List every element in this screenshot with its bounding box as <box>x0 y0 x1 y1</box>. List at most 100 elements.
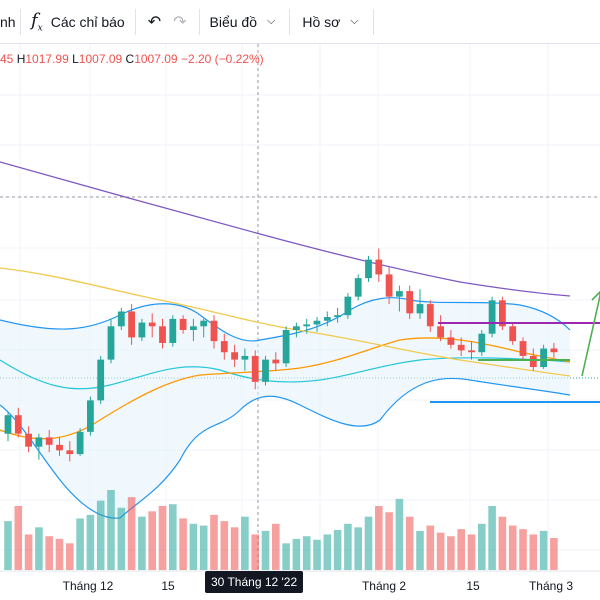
toolbar-separator <box>134 8 136 35</box>
price-chart[interactable]: Tháng 12 15 Tháng 2 15 Tháng 3 <box>0 44 600 600</box>
volume-bar <box>344 523 352 570</box>
candle-body <box>66 450 74 455</box>
candle-body <box>179 318 187 330</box>
time-axis-label: Tháng 2 <box>362 579 406 593</box>
ma-purple-line <box>0 161 571 297</box>
undo-button[interactable]: ↶ <box>136 0 167 44</box>
volume-bar <box>210 514 218 570</box>
candle-body <box>529 355 537 368</box>
candle-body <box>117 311 125 327</box>
candle-body <box>97 359 105 401</box>
indicators-label: Các chỉ báo <box>50 13 125 30</box>
volume-bar <box>375 506 383 570</box>
redo-button[interactable]: ↷ <box>167 0 198 44</box>
toolbar-separator <box>198 8 200 35</box>
volume-bar <box>333 530 342 570</box>
volume-bar <box>4 521 12 570</box>
candle-body <box>87 400 94 432</box>
projection-arrow-head <box>591 290 600 301</box>
candle-body <box>293 326 300 330</box>
candle-body <box>159 326 166 343</box>
volume-bar <box>220 521 229 570</box>
candle-body <box>437 326 444 338</box>
toolbar-cut-item[interactable]: nh <box>0 0 20 44</box>
volume-bar <box>86 514 95 570</box>
volume-bar <box>302 536 311 570</box>
ma-orange-line <box>0 337 571 440</box>
volume-bar <box>292 538 301 570</box>
candle-body <box>365 259 372 279</box>
volume-bar <box>498 516 507 570</box>
chevron-down-icon: ⌵ <box>350 15 359 27</box>
change-value: −2.20 (−0.22%) <box>180 52 264 66</box>
candle-body <box>385 274 393 297</box>
candle-body <box>313 320 321 325</box>
candle-body <box>76 431 84 455</box>
high-key: H <box>16 52 26 66</box>
chevron-down-icon: ⌵ <box>266 15 276 27</box>
volume-bar <box>405 516 414 570</box>
volume-bar <box>385 512 393 570</box>
candle-body <box>540 348 547 368</box>
volume-bar <box>529 534 538 570</box>
volume-bar <box>282 543 290 570</box>
volume-bar <box>436 532 445 570</box>
volume-bar <box>169 504 177 570</box>
candle-body <box>251 355 259 382</box>
volume-bar <box>467 534 476 570</box>
candle-body <box>128 311 135 338</box>
candle-body <box>138 322 146 338</box>
candle-body <box>35 437 43 447</box>
chart-toolbar: nh fx Các chỉ báo ↶ ↷ Biểu đồ ⌵ Hồ sơ ⌵ <box>0 0 600 44</box>
crosshair-date-badge: 30 Tháng 12 '22 <box>205 571 304 593</box>
volume-bar <box>364 516 373 570</box>
candle-body <box>396 291 403 297</box>
candle-body <box>107 326 115 360</box>
volume-bar <box>14 506 23 570</box>
volume-bar <box>550 538 558 570</box>
volume-bar <box>447 536 455 570</box>
volume-bar <box>519 529 527 570</box>
candle-body <box>468 350 475 353</box>
volume-bar <box>55 538 64 570</box>
toolbar-separator <box>20 8 21 35</box>
candle-body <box>262 359 269 382</box>
candle-body <box>14 415 22 434</box>
projection-arrow <box>581 295 600 377</box>
indicators-button[interactable]: fx Các chỉ báo <box>21 0 135 44</box>
volume-bar <box>96 500 105 570</box>
volume-bar <box>313 539 321 570</box>
volume-bar <box>261 530 270 570</box>
candle-body <box>488 300 496 334</box>
volume-bar <box>199 525 208 570</box>
volume-bar <box>148 511 156 570</box>
toolbar-separator <box>289 8 291 35</box>
volume-bar <box>488 506 496 570</box>
low-key: L <box>72 52 79 66</box>
candle-body <box>334 315 341 318</box>
candle-body <box>323 317 331 321</box>
volume-bar <box>457 529 465 570</box>
undo-icon: ↶ <box>147 13 162 31</box>
volume-bar <box>158 506 167 570</box>
candle-body <box>519 341 527 356</box>
candle-body <box>375 259 383 275</box>
candle-body <box>354 278 362 297</box>
candle-body <box>148 322 156 327</box>
chart-menu-button[interactable]: Biểu đồ ⌵ <box>200 0 290 44</box>
profile-menu-label: Hồ sơ <box>302 13 341 30</box>
candle-body <box>241 355 249 360</box>
volume-bar <box>35 527 43 570</box>
time-axis-label: 15 <box>161 579 175 593</box>
close-key: C <box>125 52 135 66</box>
volume-bar <box>251 534 259 570</box>
chart-menu-label: Biểu đồ <box>209 13 257 30</box>
candle-body <box>4 415 12 434</box>
bollinger-lower-line <box>0 377 571 519</box>
drawings <box>430 290 600 403</box>
profile-menu-button[interactable]: Hồ sơ ⌵ <box>290 0 372 44</box>
candle-body <box>426 304 434 327</box>
candle-body <box>169 318 177 343</box>
toolbar-cut-label: nh <box>0 13 16 30</box>
candle-body <box>406 291 414 314</box>
